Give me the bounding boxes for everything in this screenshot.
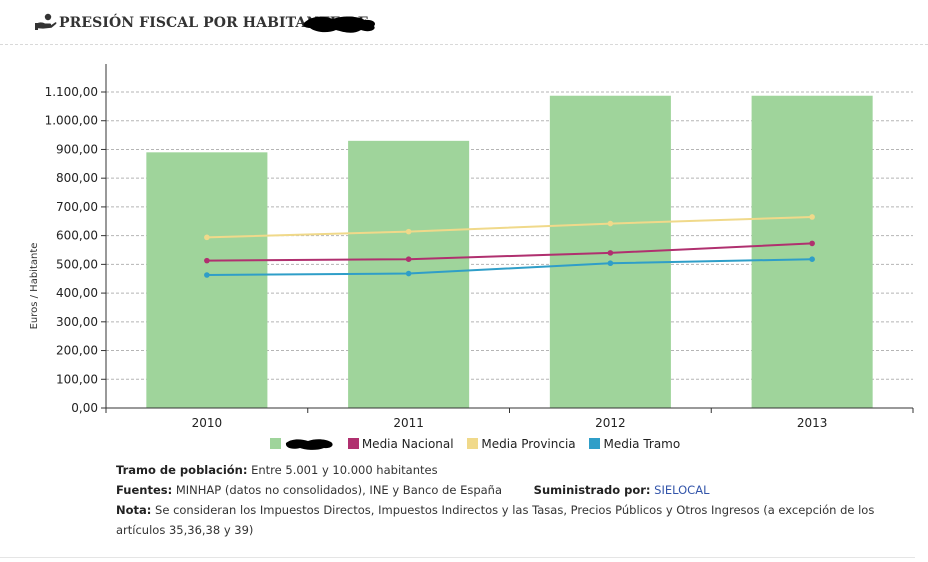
point-media-tramo: [809, 256, 815, 262]
legend-label-media-tramo: Media Tramo: [603, 436, 681, 451]
hand-coin-icon: [35, 13, 57, 30]
y-tick-label: 700,00: [56, 200, 98, 214]
y-tick-label: 900,00: [56, 142, 98, 156]
x-tick-label: 2013: [797, 416, 828, 430]
y-tick-label: 300,00: [56, 315, 98, 329]
line-media-tramo: [206, 258, 813, 276]
redaction-mark: [303, 16, 375, 33]
chart-header: PRESIÓN FISCAL POR HABITANTE DE: [0, 0, 928, 44]
legend-swatch-bars: [270, 437, 281, 449]
legend-redaction-mark: [285, 438, 333, 450]
point-media-provincia: [204, 234, 210, 241]
x-tick-label: 2012: [595, 416, 626, 430]
chart-notes: Tramo de población: Entre 5.001 y 10.000…: [116, 460, 906, 540]
fuentes-label: Fuentes:: [116, 483, 173, 497]
point-media-provincia: [809, 214, 815, 220]
legend-item-bars[interactable]: [270, 437, 334, 451]
y-tick-label: 400,00: [56, 286, 98, 300]
y-tick-label: 800,00: [56, 171, 98, 185]
chart-legend: Media Nacional Media Provincia Media Tra…: [270, 436, 690, 452]
header-divider: [0, 44, 928, 45]
note-fuentes: Fuentes: MINHAP (datos no consolidados),…: [116, 480, 906, 500]
sielocal-link[interactable]: SIELOCAL: [654, 483, 710, 497]
point-media-provincia: [607, 220, 614, 227]
x-tick-label: 2010: [192, 416, 223, 430]
point-media-nacional: [204, 257, 210, 264]
point-media-nacional: [809, 240, 815, 247]
legend-item-media-tramo[interactable]: Media Tramo: [589, 437, 680, 451]
note-nota: Nota: Se consideran los Impuestos Direct…: [116, 500, 906, 540]
footer-divider: [0, 557, 915, 558]
point-media-provincia: [405, 228, 412, 235]
bar-2010: [146, 152, 268, 408]
fuentes-value: MINHAP (datos no consolidados), INE y Ba…: [175, 483, 503, 497]
tramo-value: Entre 5.001 y 10.000 habitantes: [251, 463, 438, 477]
bar-line-chart: 0,00 100,00 200,00 300,00 400,00 500,00 600,00…: [29, 64, 914, 430]
x-tick-label: 2011: [393, 416, 424, 430]
y-tick-label: 500,00: [56, 257, 98, 271]
point-media-tramo: [204, 272, 210, 278]
line-media-provincia: [206, 215, 813, 239]
legend-label-media-nacional: Media Nacional: [361, 436, 454, 451]
point-media-nacional: [607, 250, 614, 256]
y-tick-label: 200,00: [56, 344, 98, 358]
y-tick-label: 1.100,00: [45, 85, 98, 99]
y-tick-label: 1.000,00: [45, 114, 98, 128]
tramo-label: Tramo de población:: [116, 463, 248, 477]
legend-swatch-media-provincia: [467, 437, 479, 449]
legend-item-media-provincia[interactable]: Media Provincia: [467, 436, 576, 451]
y-tick-label: 100,00: [56, 372, 98, 386]
chart-title: PRESIÓN FISCAL POR HABITANTE DE: [59, 15, 369, 31]
y-axis-label: Euros / Habitante: [29, 243, 40, 330]
point-media-tramo: [607, 260, 614, 267]
point-media-tramo: [405, 270, 412, 277]
legend-item-media-nacional[interactable]: Media Nacional: [347, 436, 454, 451]
legend-swatch-media-nacional: [347, 437, 359, 449]
y-tick-label: 0,00: [71, 401, 98, 415]
point-media-nacional: [405, 256, 412, 262]
suministrado-label: Suministrado por:: [533, 483, 651, 497]
nota-value: Se consideran los Impuestos Directos, Im…: [116, 503, 875, 537]
legend-swatch-media-tramo: [589, 437, 601, 449]
note-tramo: Tramo de población: Entre 5.001 y 10.000…: [116, 460, 906, 480]
legend-label-media-provincia: Media Provincia: [481, 436, 576, 451]
line-media-nacional: [206, 242, 813, 262]
y-tick-label: 600,00: [56, 229, 98, 243]
bar-2013: [751, 95, 873, 408]
nota-label: Nota:: [116, 503, 152, 517]
